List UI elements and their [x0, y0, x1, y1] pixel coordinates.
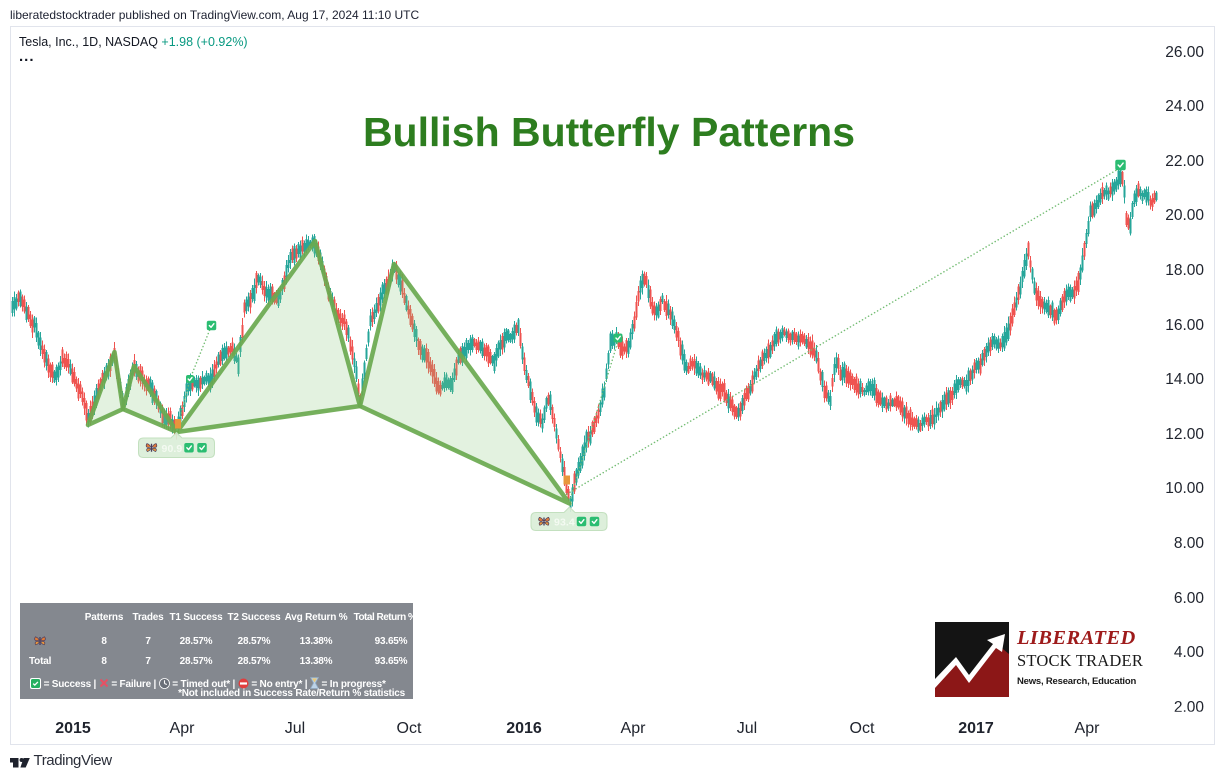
- svg-text:93.4: 93.4: [554, 517, 575, 529]
- svg-text:TradingView: TradingView: [34, 752, 113, 769]
- svg-text:90.9: 90.9: [162, 443, 183, 455]
